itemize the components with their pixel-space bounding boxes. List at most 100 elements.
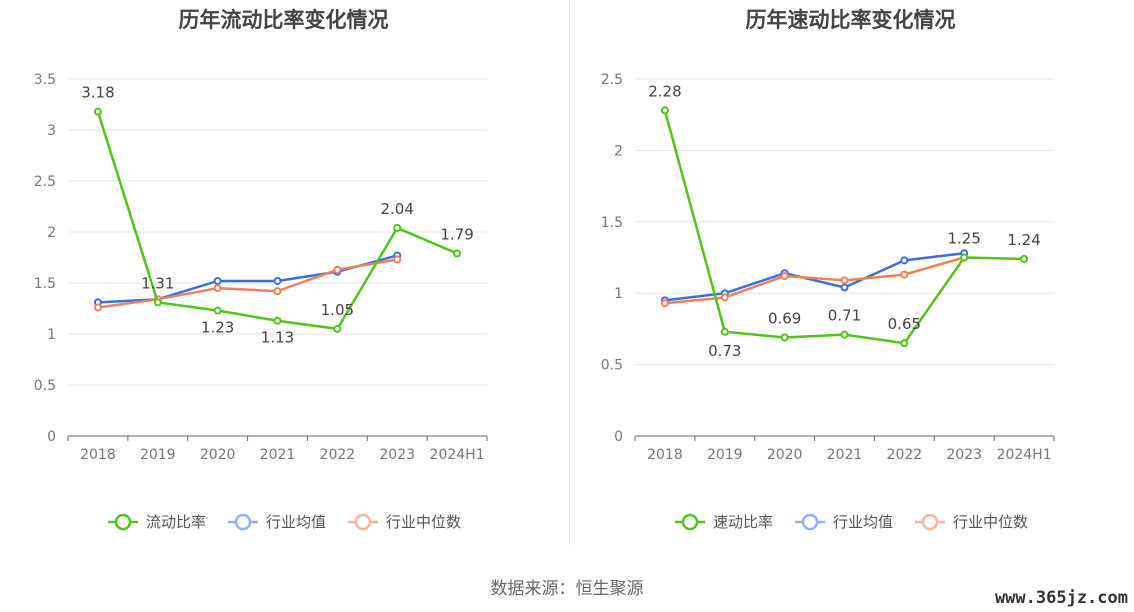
data-point[interactable] bbox=[153, 298, 162, 307]
y-tick-label: 0.5 bbox=[601, 358, 623, 374]
data-point[interactable] bbox=[840, 283, 849, 292]
y-tick-label: 2 bbox=[614, 143, 623, 159]
legend-marker-icon bbox=[227, 513, 258, 530]
legend-label: 行业中位数 bbox=[953, 513, 1029, 531]
data-point[interactable] bbox=[840, 276, 849, 285]
legend-label: 速动比率 bbox=[712, 513, 773, 531]
x-tick-label: 2021 bbox=[260, 447, 296, 463]
data-point[interactable] bbox=[1020, 254, 1029, 263]
left-chart-panel: 历年流动比率变化情况 0 0.5 1 1.5 2 2.5 3 3.5 2018 2019 2020 2… bbox=[0, 0, 567, 545]
data-point[interactable] bbox=[273, 276, 282, 285]
watermark: www.365jz.com bbox=[994, 588, 1128, 608]
legend-label: 行业中位数 bbox=[386, 513, 462, 531]
y-tick-label: 3 bbox=[47, 123, 56, 139]
y-tick-label: 1.5 bbox=[601, 215, 623, 231]
y-tick-label: 0 bbox=[47, 429, 56, 445]
x-tick-label: 2023 bbox=[379, 447, 415, 463]
data-label: 1.23 bbox=[201, 319, 234, 337]
series-line bbox=[97, 258, 398, 309]
y-tick-label: 2.5 bbox=[601, 72, 623, 88]
data-point[interactable] bbox=[273, 316, 282, 325]
data-point[interactable] bbox=[900, 270, 909, 279]
data-label: 1.79 bbox=[440, 225, 473, 243]
legend-item[interactable]: 速动比率 bbox=[673, 511, 773, 532]
data-label: 1.05 bbox=[321, 301, 354, 319]
x-tick-label: 2019 bbox=[140, 447, 176, 463]
data-label: 0.65 bbox=[888, 315, 921, 333]
data-label: 3.18 bbox=[81, 84, 114, 102]
data-label: 0.73 bbox=[708, 342, 741, 360]
chart-title: 历年流动比率变化情况 bbox=[178, 8, 389, 32]
series-line bbox=[96, 111, 458, 331]
legend-label: 流动比率 bbox=[145, 513, 206, 531]
chart-legend: 流动比率 行业均值 行业中位数 bbox=[0, 511, 567, 532]
x-tick-label: 2018 bbox=[647, 447, 683, 463]
x-tick-label: 2021 bbox=[827, 447, 863, 463]
y-tick-label: 2 bbox=[47, 225, 56, 241]
legend-item[interactable]: 流动比率 bbox=[106, 511, 206, 532]
data-point[interactable] bbox=[780, 333, 789, 342]
legend-label: 行业均值 bbox=[265, 513, 326, 531]
data-point[interactable] bbox=[660, 299, 669, 308]
x-tick-label: 2020 bbox=[200, 447, 236, 463]
panel-divider bbox=[569, 0, 570, 545]
data-point[interactable] bbox=[213, 276, 222, 285]
data-point[interactable] bbox=[93, 303, 102, 312]
data-point[interactable] bbox=[900, 339, 909, 348]
legend-marker-icon bbox=[348, 513, 378, 530]
legend-marker-icon bbox=[794, 513, 825, 530]
data-point[interactable] bbox=[900, 256, 909, 265]
x-tick-label: 2022 bbox=[887, 447, 923, 463]
legend-item[interactable]: 行业中位数 bbox=[913, 511, 1028, 532]
data-label: 2.28 bbox=[648, 82, 681, 100]
data-point[interactable] bbox=[720, 293, 729, 302]
data-point[interactable] bbox=[960, 253, 969, 262]
data-point[interactable] bbox=[453, 249, 462, 258]
data-source-note: 数据来源：恒生聚源 bbox=[490, 579, 644, 599]
data-label: 0.69 bbox=[768, 309, 801, 327]
x-tick-label: 2024H1 bbox=[997, 447, 1052, 463]
data-label: 1.25 bbox=[948, 230, 981, 248]
legend-marker-icon bbox=[107, 513, 138, 530]
data-point[interactable] bbox=[333, 265, 342, 274]
data-label: 0.71 bbox=[828, 307, 861, 325]
chart-title: 历年速动比率变化情况 bbox=[745, 8, 956, 32]
data-label: 2.04 bbox=[381, 200, 414, 218]
legend-item[interactable]: 行业均值 bbox=[793, 511, 893, 532]
data-point[interactable] bbox=[660, 106, 669, 115]
legend-marker-icon bbox=[915, 513, 945, 530]
y-tick-label: 2.5 bbox=[34, 174, 56, 190]
y-tick-label: 0 bbox=[614, 429, 623, 445]
y-tick-label: 1 bbox=[614, 286, 623, 302]
data-label: 1.24 bbox=[1007, 231, 1040, 249]
data-point[interactable] bbox=[213, 306, 222, 315]
legend-marker-icon bbox=[674, 513, 705, 530]
y-tick-label: 1 bbox=[47, 327, 56, 343]
data-point[interactable] bbox=[780, 272, 789, 281]
legend-label: 行业均值 bbox=[832, 513, 893, 531]
data-point[interactable] bbox=[273, 287, 282, 296]
x-tick-label: 2023 bbox=[946, 447, 982, 463]
x-tick-label: 2020 bbox=[767, 447, 803, 463]
x-tick-label: 2022 bbox=[320, 447, 356, 463]
y-tick-label: 1.5 bbox=[34, 276, 56, 292]
x-tick-label: 2018 bbox=[80, 447, 116, 463]
data-point[interactable] bbox=[393, 223, 402, 232]
y-tick-label: 0.5 bbox=[34, 378, 56, 394]
data-label: 1.31 bbox=[141, 274, 174, 292]
y-tick-label: 3.5 bbox=[34, 72, 56, 88]
chart-legend: 速动比率 行业均值 行业中位数 bbox=[567, 511, 1134, 532]
data-point[interactable] bbox=[840, 330, 849, 339]
legend-item[interactable]: 行业中位数 bbox=[346, 511, 461, 532]
data-point[interactable] bbox=[393, 255, 402, 264]
data-point[interactable] bbox=[213, 284, 222, 293]
quick-ratio-chart: 0 0.5 1 1.5 2 2.5 2018 2019 2020 2021 2022 2023 2024… bbox=[601, 72, 1055, 463]
current-ratio-chart: 0 0.5 1 1.5 2 2.5 3 3.5 2018 2019 2020 2021 2022 2023… bbox=[34, 72, 488, 463]
data-point[interactable] bbox=[720, 327, 729, 336]
data-point[interactable] bbox=[333, 324, 342, 333]
right-chart-panel: 历年速动比率变化情况 0 0.5 1 1.5 2 2.5 2018 2019 2020 2021 2… bbox=[567, 0, 1134, 545]
legend-item[interactable]: 行业均值 bbox=[226, 511, 326, 532]
x-tick-label: 2024H1 bbox=[430, 447, 485, 463]
data-label: 1.13 bbox=[261, 329, 294, 347]
data-point[interactable] bbox=[93, 107, 102, 116]
